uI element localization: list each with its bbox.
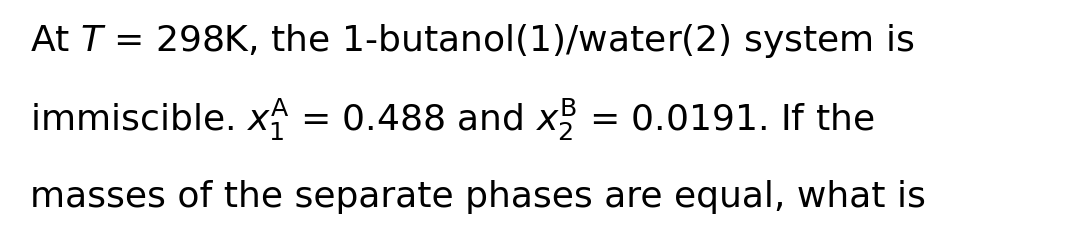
- Text: immiscible. $x_1^{\mathrm{A}}$ = 0.488 and $x_2^{\mathrm{B}}$ = 0.0191. If the: immiscible. $x_1^{\mathrm{A}}$ = 0.488 a…: [30, 97, 875, 143]
- Text: masses of the separate phases are equal, what is: masses of the separate phases are equal,…: [30, 180, 926, 214]
- Text: At $T$ = 298K, the 1-butanol(1)/water(2) system is: At $T$ = 298K, the 1-butanol(1)/water(2)…: [30, 22, 914, 60]
